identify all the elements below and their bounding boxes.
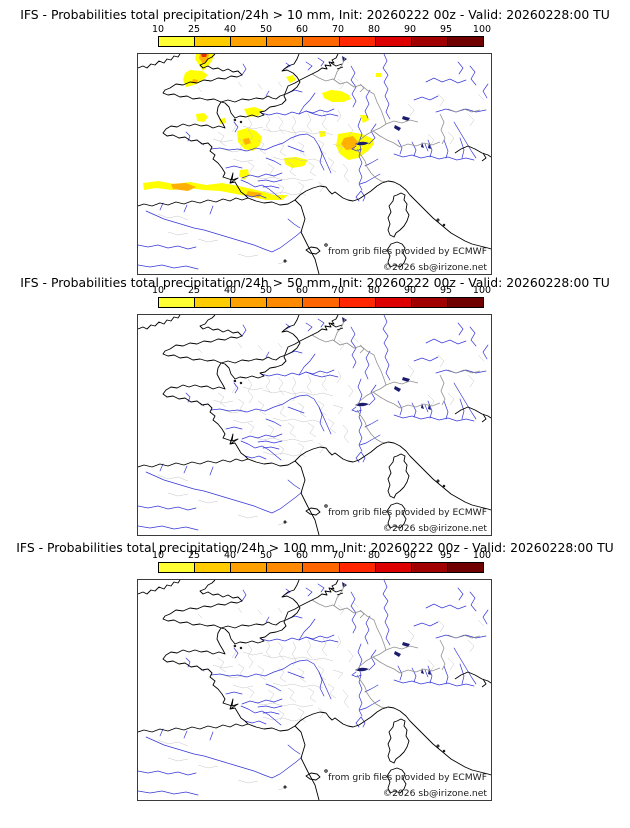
colorbar-tick-label: 90 bbox=[403, 24, 417, 35]
colorbar-segment bbox=[447, 563, 483, 572]
colorbar-tick-labels: 10 25 40 50 60 70 80 90 95 100 bbox=[152, 550, 491, 562]
colorbar-tick-label: 90 bbox=[403, 550, 417, 561]
forecast-panel-50mm: IFS - Probabilities total precipitation/… bbox=[0, 268, 630, 536]
colorbar-tick-label: 50 bbox=[259, 550, 273, 561]
france-precip-map-50mm: from grib files provided by ECMWF ©2026 … bbox=[138, 315, 491, 535]
map-credit-copyright: ©2026 sb@irizone.net bbox=[383, 262, 487, 273]
colorbar-tick-label: 70 bbox=[331, 285, 345, 296]
france-precip-map-10mm: from grib files provided by ECMWF ©2026 … bbox=[138, 54, 491, 274]
colorbar-segment bbox=[339, 298, 376, 307]
colorbar-segment bbox=[375, 37, 412, 46]
basemap-layer bbox=[138, 54, 491, 274]
colorbar-segment bbox=[339, 37, 376, 46]
colorbar-segment bbox=[159, 298, 196, 307]
colorbar-tick-label: 100 bbox=[472, 285, 492, 296]
colorbar-tick-label: 95 bbox=[439, 24, 453, 35]
panel-title: IFS - Probabilities total precipitation/… bbox=[20, 275, 610, 290]
colorbar-tick-label: 70 bbox=[331, 550, 345, 561]
basemap-layer bbox=[138, 315, 491, 535]
colorbar-segment bbox=[231, 37, 268, 46]
colorbar-segment bbox=[195, 298, 232, 307]
colorbar bbox=[158, 297, 484, 308]
colorbar-tick-label: 90 bbox=[403, 285, 417, 296]
colorbar bbox=[158, 562, 484, 573]
colorbar-segment bbox=[267, 563, 304, 572]
colorbar-segment bbox=[303, 298, 340, 307]
colorbar-tick-label: 80 bbox=[367, 24, 381, 35]
colorbar-tick-label: 10 bbox=[151, 550, 165, 561]
colorbar-tick-labels: 10 25 40 50 60 70 80 90 95 100 bbox=[152, 24, 491, 36]
map-frame: from grib files provided by ECMWF ©2026 … bbox=[137, 314, 492, 536]
panel-title: IFS - Probabilities total precipitation/… bbox=[20, 7, 610, 22]
map-frame: from grib files provided by ECMWF ©2026 … bbox=[137, 53, 492, 275]
colorbar-segment bbox=[303, 563, 340, 572]
colorbar-tick-label: 40 bbox=[223, 550, 237, 561]
colorbar-tick-label: 60 bbox=[295, 550, 309, 561]
colorbar-segment bbox=[447, 298, 483, 307]
colorbar-segment bbox=[411, 563, 448, 572]
map-frame: from grib files provided by ECMWF ©2026 … bbox=[137, 579, 492, 801]
forecast-panel-100mm: IFS - Probabilities total precipitation/… bbox=[0, 533, 630, 801]
colorbar-tick-label: 60 bbox=[295, 24, 309, 35]
colorbar bbox=[158, 36, 484, 47]
colorbar-tick-label: 50 bbox=[259, 285, 273, 296]
colorbar-tick-label: 60 bbox=[295, 285, 309, 296]
colorbar-tick-label: 95 bbox=[439, 285, 453, 296]
colorbar-segment bbox=[303, 37, 340, 46]
map-credit-ecmwf: from grib files provided by ECMWF bbox=[328, 246, 487, 257]
colorbar-tick-label: 80 bbox=[367, 550, 381, 561]
colorbar-tick-label: 10 bbox=[151, 24, 165, 35]
france-precip-map-100mm: from grib files provided by ECMWF ©2026 … bbox=[138, 580, 491, 800]
panel-title: IFS - Probabilities total precipitation/… bbox=[16, 540, 614, 555]
colorbar-segment bbox=[267, 37, 304, 46]
colorbar-segment bbox=[447, 37, 483, 46]
forecast-panel-10mm: IFS - Probabilities total precipitation/… bbox=[0, 7, 630, 275]
colorbar-segment bbox=[159, 37, 196, 46]
colorbar-tick-label: 95 bbox=[439, 550, 453, 561]
colorbar-segment bbox=[339, 563, 376, 572]
colorbar-segment bbox=[375, 563, 412, 572]
map-credit-ecmwf: from grib files provided by ECMWF bbox=[328, 772, 487, 783]
colorbar-segment bbox=[195, 563, 232, 572]
colorbar-tick-label: 100 bbox=[472, 24, 492, 35]
colorbar-tick-label: 10 bbox=[151, 285, 165, 296]
colorbar-tick-label: 25 bbox=[187, 285, 201, 296]
colorbar-tick-label: 25 bbox=[187, 24, 201, 35]
map-credit-ecmwf: from grib files provided by ECMWF bbox=[328, 507, 487, 518]
colorbar-tick-label: 70 bbox=[331, 24, 345, 35]
colorbar-tick-label: 80 bbox=[367, 285, 381, 296]
colorbar-segment bbox=[195, 37, 232, 46]
colorbar-segment bbox=[231, 298, 268, 307]
colorbar-tick-label: 25 bbox=[187, 550, 201, 561]
colorbar-segment bbox=[375, 298, 412, 307]
colorbar-segment bbox=[411, 298, 448, 307]
map-credit-copyright: ©2026 sb@irizone.net bbox=[383, 788, 487, 799]
colorbar-tick-label: 100 bbox=[472, 550, 492, 561]
colorbar-tick-labels: 10 25 40 50 60 70 80 90 95 100 bbox=[152, 285, 491, 297]
colorbar-segment bbox=[411, 37, 448, 46]
map-credit-copyright: ©2026 sb@irizone.net bbox=[383, 523, 487, 534]
colorbar-segment bbox=[159, 563, 196, 572]
basemap-layer bbox=[138, 580, 491, 800]
colorbar-tick-label: 50 bbox=[259, 24, 273, 35]
colorbar-tick-label: 40 bbox=[223, 24, 237, 35]
colorbar-tick-label: 40 bbox=[223, 285, 237, 296]
colorbar-segment bbox=[267, 298, 304, 307]
colorbar-segment bbox=[231, 563, 268, 572]
